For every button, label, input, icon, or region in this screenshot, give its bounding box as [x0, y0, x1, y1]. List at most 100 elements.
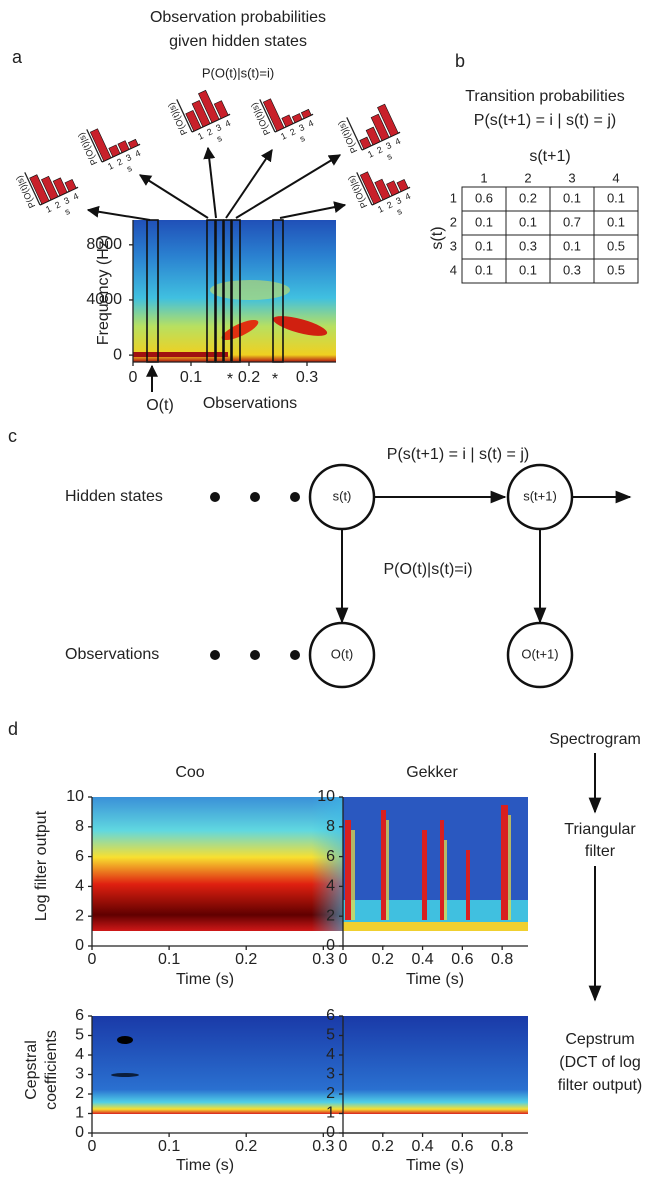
graph-edges	[335, 490, 632, 624]
panel-label: c	[8, 426, 17, 446]
pipeline-step: (DCT of log	[559, 1054, 641, 1071]
bar	[359, 171, 382, 205]
pointer-label: O(t)	[146, 397, 174, 414]
x-tick-label: 0.4	[411, 951, 433, 968]
y-axis-label: Cepstral	[23, 1040, 40, 1100]
cell-value: 0.3	[519, 238, 537, 253]
row-header: 1	[450, 190, 457, 205]
x-tick-label: 0	[88, 1138, 97, 1155]
y-tick-label: 2	[75, 907, 84, 924]
row-label: s(t)	[429, 226, 446, 249]
y-tick-label: 2	[75, 1085, 84, 1102]
x-tick-label: 0.8	[491, 1138, 513, 1155]
x-axis-label: Time (s)	[176, 971, 234, 988]
panel-label: a	[12, 47, 23, 67]
y-axis-label: Frequency (Hz)	[95, 235, 112, 345]
inset-tick-label: 3	[394, 195, 403, 206]
graph-nodes	[308, 463, 574, 689]
inset-tick-label: 1	[366, 149, 375, 160]
x-tick-label: 0	[129, 369, 138, 386]
inset-tick-label: 3	[124, 152, 133, 163]
bar	[117, 140, 130, 154]
bar	[374, 178, 391, 201]
marker: *	[227, 371, 233, 388]
inset-tick-label: 3	[384, 140, 393, 151]
pipeline-step: filter output)	[558, 1077, 642, 1094]
col-header: 1	[480, 170, 487, 185]
bar	[52, 177, 68, 197]
inset-tick-label: 4	[393, 136, 402, 147]
cell-value: 0.7	[563, 214, 581, 229]
table-cell	[505, 234, 551, 260]
x-tick-label: 0.3	[312, 1138, 334, 1155]
col-label: s(t+1)	[529, 148, 570, 165]
bar	[185, 109, 202, 132]
gekker-filter-image	[343, 797, 528, 931]
table-cell	[549, 258, 595, 284]
y-tick-label: 6	[326, 848, 335, 865]
x-tick-label: 0.2	[372, 951, 394, 968]
table-cell	[593, 210, 639, 236]
col-header: 4	[612, 170, 619, 185]
x-axis-label: Time (s)	[406, 971, 464, 988]
y-tick-label: 1	[326, 1105, 335, 1122]
inset-x-label: s	[215, 133, 224, 144]
bar	[377, 103, 399, 137]
col-header: 2	[524, 170, 531, 185]
bar	[370, 113, 390, 142]
spectrogram	[133, 220, 336, 362]
table-cell	[505, 210, 551, 236]
y-tick-label: 0	[75, 937, 84, 954]
inset-tick-label: 2	[53, 199, 62, 210]
inset-tick-label: 2	[375, 144, 384, 155]
bar	[386, 180, 400, 197]
x-tick-label: 0	[339, 1138, 348, 1155]
col-header: 3	[568, 170, 575, 185]
y-tick-label: 1	[75, 1105, 84, 1122]
inset-title: P(O(t)|s(t)=i)	[202, 65, 274, 80]
bar	[359, 136, 372, 150]
table-cell	[593, 234, 639, 260]
y-tick-label: 0	[326, 937, 335, 954]
row-label: Hidden states	[65, 488, 163, 505]
table-cell	[461, 258, 507, 284]
pipeline-step: Triangular	[564, 821, 636, 838]
x-tick-label: 0.2	[235, 1138, 257, 1155]
cell-value: 0.1	[519, 214, 537, 229]
x-tick-label: 0.2	[238, 369, 260, 386]
row-header: 3	[450, 238, 457, 253]
inset-tick-label: 1	[376, 204, 385, 215]
inset-histogram: 1 2 3 4sP(O(t)|s)	[166, 89, 232, 144]
y-tick-label: 4	[75, 1046, 84, 1063]
cell-value: 0.1	[563, 238, 581, 253]
cell-value: 0.2	[519, 190, 537, 205]
x-tick-label: 0.4	[411, 1138, 433, 1155]
y-tick-label: 10	[317, 788, 335, 805]
x-tick-label: 0.6	[451, 1138, 473, 1155]
y-tick-label: 8	[326, 818, 335, 835]
table-cell	[593, 186, 639, 212]
cell-value: 0.1	[563, 190, 581, 205]
x-tick-label: 0.3	[312, 951, 334, 968]
inset-tick-label: 4	[223, 118, 232, 129]
node-label: s(t)	[333, 488, 352, 503]
y-tick-label: 2	[326, 907, 335, 924]
x-tick-label: 0.8	[491, 951, 513, 968]
x-tick-label: 0.3	[296, 369, 318, 386]
bar	[41, 175, 59, 201]
y-tick-label: 4	[326, 1046, 335, 1063]
y-tick-label: 8	[75, 818, 84, 835]
panel-title: given hidden states	[169, 33, 307, 50]
panel-label: b	[455, 51, 465, 71]
row-header: 2	[450, 214, 457, 229]
pipeline-step: filter	[585, 843, 616, 860]
bar	[281, 114, 294, 128]
inset-tick-label: 4	[71, 191, 80, 202]
x-tick-label: 0	[339, 951, 348, 968]
inset-x-label: s	[298, 133, 307, 144]
row-label: Observations	[65, 646, 159, 663]
cell-value: 0.6	[475, 190, 493, 205]
bar	[89, 128, 112, 162]
y-tick-label: 4	[326, 878, 335, 895]
bar	[191, 99, 211, 128]
